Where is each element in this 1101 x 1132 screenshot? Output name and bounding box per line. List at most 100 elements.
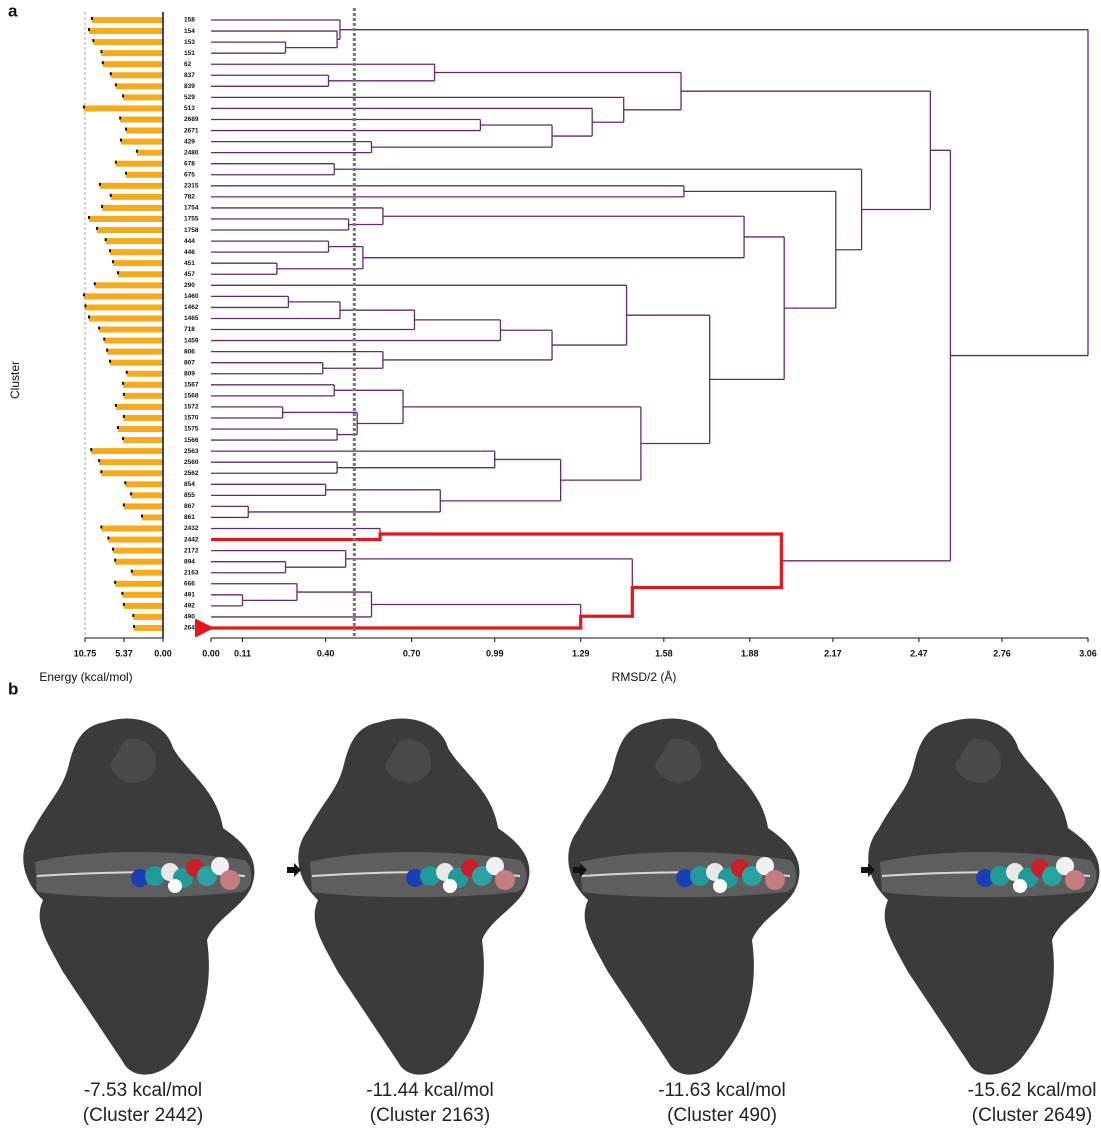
- bar-cap: [125, 172, 127, 175]
- caption-energy: -7.53 kcal/mol: [84, 1080, 202, 1101]
- bar: [115, 581, 163, 587]
- x-tick-label: 2.76: [993, 648, 1011, 658]
- bar-cap: [123, 503, 125, 506]
- bar: [116, 83, 163, 89]
- energy-chart: 1581541531516283783952951326892671429248…: [8, 12, 199, 684]
- bar-cap: [130, 492, 132, 495]
- dendrogram: 0.000.110.400.700.991.291.581.882.172.47…: [202, 8, 1097, 684]
- y-axis-title: Cluster: [8, 361, 22, 399]
- bar: [110, 249, 163, 255]
- bar-cap: [115, 404, 117, 407]
- x-tick-label: 1.88: [741, 648, 759, 658]
- bar: [118, 271, 163, 277]
- leaf-label: 2560: [184, 459, 199, 466]
- bar: [113, 548, 163, 554]
- bar-cap: [96, 227, 98, 230]
- bar-cap: [109, 360, 111, 363]
- bar: [124, 393, 163, 399]
- bar-cap: [100, 470, 102, 473]
- bar: [107, 349, 163, 355]
- highlight-path: [211, 534, 781, 628]
- x-tick-label: 0.11: [234, 648, 251, 658]
- snapshot-panel: -7.53 kcal/mol(Cluster 2442)-11.44 kcal/…: [23, 718, 1099, 1126]
- panel-label: b: [8, 679, 18, 698]
- bar: [123, 382, 163, 388]
- leaf-label: 529: [184, 94, 195, 101]
- bar: [102, 205, 163, 211]
- bar-cap: [98, 327, 100, 330]
- bar-cap: [88, 315, 90, 318]
- bar: [113, 260, 163, 266]
- leaf-label: 2480: [184, 149, 199, 156]
- bar-cap: [117, 271, 119, 274]
- leaf-label: 491: [184, 592, 195, 599]
- leaf-label: 290: [184, 282, 195, 289]
- bar: [121, 139, 163, 145]
- x-tick-label: 3.06: [1079, 648, 1097, 658]
- leaf-label: 678: [184, 160, 195, 167]
- leaf-label: 2671: [184, 127, 199, 134]
- bar: [124, 603, 163, 609]
- bar-cap: [83, 105, 85, 108]
- caption-energy: -15.62 kcal/mol: [968, 1080, 1097, 1101]
- bar-cap: [100, 526, 102, 529]
- bar-cap: [84, 304, 86, 307]
- bar-cap: [122, 94, 124, 97]
- leaf-label: 2172: [184, 547, 199, 554]
- bar: [124, 503, 163, 509]
- leaf-label: 429: [184, 138, 195, 145]
- x-tick-label: 1.58: [655, 648, 673, 658]
- leaf-label: 2563: [184, 448, 199, 455]
- bar: [111, 72, 163, 78]
- structure-image: [868, 718, 1099, 1074]
- bar: [122, 592, 163, 598]
- x-axis-title: Energy (kcal/mol): [39, 670, 132, 684]
- leaf-label: 854: [184, 481, 195, 488]
- x-axis-title: RMSD/2 (Å): [612, 669, 677, 684]
- leaf-label: 151: [184, 50, 195, 57]
- leaf-label: 62: [184, 61, 192, 68]
- leaf-label: 1567: [184, 382, 199, 389]
- caption-cluster: (Cluster 490): [667, 1105, 777, 1126]
- bar: [116, 404, 163, 410]
- bar-cap: [101, 205, 103, 208]
- leaf-label: 894: [184, 558, 195, 565]
- bar-cap: [100, 50, 102, 53]
- bar-cap: [123, 393, 125, 396]
- bar-cap: [126, 371, 128, 374]
- leaf-label: 867: [184, 503, 195, 510]
- bar-cap: [90, 448, 92, 451]
- bar: [84, 293, 163, 299]
- bar-cap: [112, 260, 114, 263]
- leaf-label: 2562: [184, 470, 199, 477]
- leaf-label: 861: [184, 514, 195, 521]
- bar: [99, 327, 163, 333]
- caption-cluster: (Cluster 2649): [972, 1105, 1092, 1126]
- panel-label: a: [8, 1, 18, 20]
- bar: [95, 282, 163, 288]
- bar-cap: [141, 514, 143, 517]
- x-tick-label: 2.17: [824, 648, 842, 658]
- bar: [93, 39, 163, 45]
- captions: -7.53 kcal/mol(Cluster 2442)-11.44 kcal/…: [83, 1080, 1097, 1126]
- bar-cap: [92, 39, 94, 42]
- leaf-label: 451: [184, 260, 195, 267]
- x-tick-label: 1.29: [572, 648, 590, 658]
- bar: [126, 128, 163, 134]
- bar-cap: [99, 183, 101, 186]
- x-tick-label: 0.99: [486, 648, 504, 658]
- leaf-label: 154: [184, 28, 195, 35]
- bar-cap: [115, 161, 117, 164]
- bar: [101, 50, 163, 56]
- leaf-label: 2689: [184, 116, 199, 123]
- bar: [137, 150, 163, 156]
- bar-cap: [123, 603, 125, 606]
- bar-cap: [94, 282, 96, 285]
- caption-cluster: (Cluster 2163): [370, 1105, 490, 1126]
- bar-cap: [88, 28, 90, 31]
- structure-image: [23, 718, 254, 1074]
- leaf-label: 1758: [184, 227, 199, 234]
- leaf-label: 446: [184, 249, 195, 256]
- bar-cap: [105, 238, 107, 241]
- leaf-label: 809: [184, 370, 195, 377]
